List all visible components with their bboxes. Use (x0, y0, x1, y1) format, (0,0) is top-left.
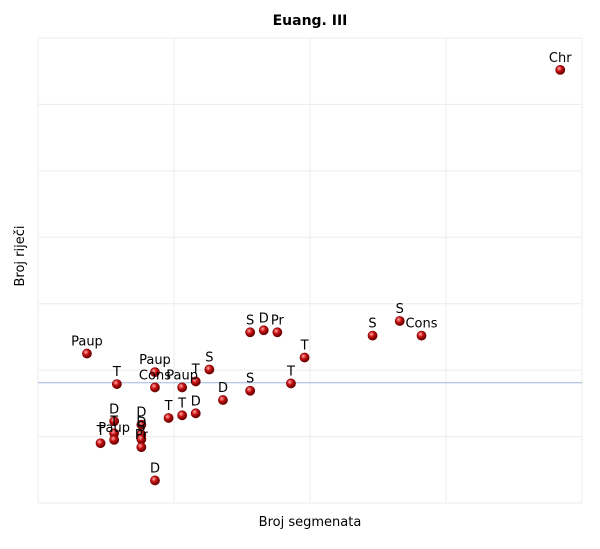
data-point (190, 408, 201, 419)
data-point-label: Paup (98, 421, 130, 436)
data-point-label: T (112, 365, 121, 380)
data-point-label: T (177, 396, 186, 411)
data-point (394, 316, 405, 326)
data-point (204, 364, 215, 375)
x-axis-label: Broj segmenata (259, 515, 362, 530)
data-point (163, 413, 174, 423)
data-point (150, 367, 160, 378)
data-point-label: D (150, 461, 160, 476)
data-point-label: D (218, 381, 228, 396)
data-point-label: Paup (166, 368, 198, 383)
data-point-label: Cons (405, 317, 437, 332)
grid-lines (37, 37, 583, 504)
data-point (416, 330, 427, 341)
data-points (82, 64, 566, 486)
data-point (258, 325, 269, 336)
data-point (109, 434, 120, 445)
data-point (177, 382, 188, 393)
data-point-label: T (191, 362, 200, 377)
data-point-label: T (109, 414, 118, 429)
data-point-label: T (286, 364, 295, 379)
data-point-label: S (205, 350, 213, 365)
data-point-label: S (396, 302, 404, 317)
data-point (177, 410, 188, 421)
data-point (272, 327, 283, 338)
data-point (82, 348, 92, 359)
data-point-label: T (300, 339, 309, 354)
data-point-label: S (246, 313, 254, 328)
data-point (150, 475, 160, 486)
data-point (190, 376, 201, 387)
data-point (111, 379, 122, 389)
data-point-label: D (191, 394, 201, 409)
data-point (109, 416, 120, 427)
data-point-label: Paup (71, 335, 103, 350)
data-point-label: S (246, 372, 254, 387)
data-point (245, 327, 256, 338)
data-point (218, 395, 228, 405)
data-point-label: D (109, 402, 119, 417)
data-point-label: Pr (271, 313, 285, 328)
data-point (95, 438, 106, 449)
data-point (150, 382, 160, 393)
data-point-label: Chr (549, 51, 572, 66)
data-point-label: Pr (135, 428, 149, 443)
y-axis-label: Broj riječi (13, 225, 28, 286)
data-point-label: T (164, 399, 173, 414)
data-point (245, 385, 256, 396)
data-point-label: S (137, 420, 145, 435)
data-point (136, 419, 147, 430)
data-point (286, 378, 296, 389)
data-point-label: D (259, 311, 269, 326)
data-point-label: Cons (139, 368, 171, 383)
chart-title: Euang. III (273, 13, 348, 29)
data-point (367, 330, 378, 341)
data-point-label: D (136, 416, 146, 431)
data-point (299, 352, 310, 363)
data-point-label: T (96, 424, 105, 439)
data-point (555, 64, 566, 75)
data-point-label: D (136, 406, 146, 421)
data-point-label: S (368, 317, 376, 332)
data-point-label: Paup (139, 353, 171, 368)
data-point (136, 442, 147, 453)
